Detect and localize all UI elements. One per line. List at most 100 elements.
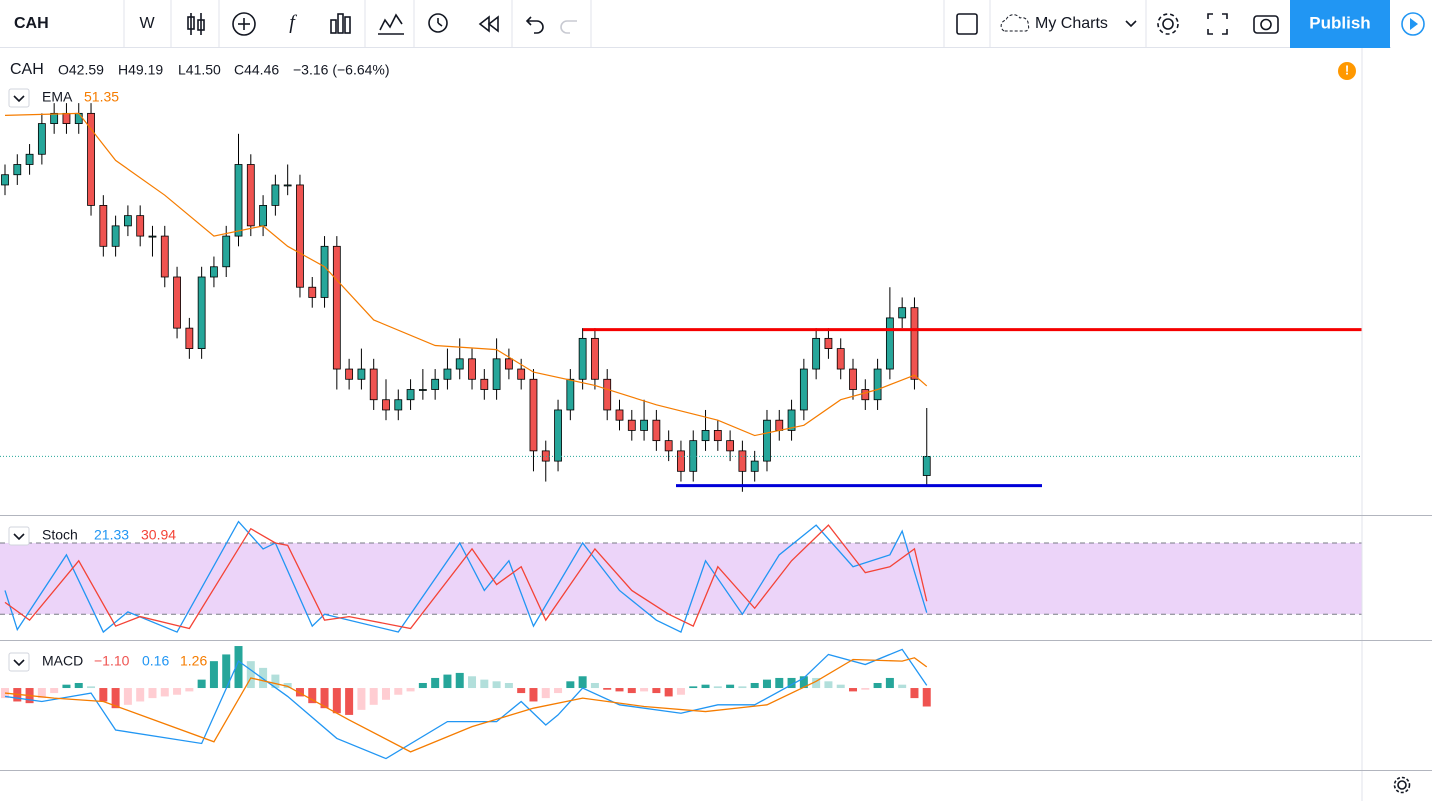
- candle-body: [922, 455, 931, 476]
- collapse-button[interactable]: [8, 652, 30, 672]
- candle-body: [111, 225, 120, 247]
- publish-button[interactable]: [1290, 0, 1390, 48]
- indicator-line: [4, 520, 928, 634]
- histogram-bar: [443, 674, 452, 689]
- histogram-bar: [578, 676, 587, 689]
- candle-body: [136, 215, 145, 237]
- candle-body: [222, 235, 231, 268]
- ema-line: [4, 112, 928, 437]
- histogram-bar: [295, 688, 304, 697]
- macd-value: 0.16: [142, 653, 169, 669]
- candle-body: [603, 378, 612, 411]
- collapse-arrow[interactable]: [13, 659, 25, 667]
- snapshot-icon[interactable]: [1253, 15, 1279, 34]
- stoch-band: [0, 542, 1362, 615]
- ema-name: EMA: [42, 89, 73, 105]
- candle-body: [296, 184, 304, 288]
- candle-body: [418, 389, 427, 391]
- settings-icon[interactable]: [1157, 13, 1179, 35]
- time-axis-settings[interactable]: [1393, 776, 1411, 794]
- candle-body: [259, 205, 267, 227]
- fullscreen-toggle[interactable]: [956, 13, 978, 35]
- histogram-bar: [554, 688, 563, 694]
- histogram-bar: [345, 688, 354, 715]
- plots: [0, 103, 1362, 760]
- candle-body: [640, 419, 648, 431]
- sidebar-icon[interactable]: [1401, 12, 1425, 36]
- publish-label[interactable]: Publish: [1309, 13, 1370, 32]
- symbol-button[interactable]: CAH: [14, 15, 49, 32]
- collapse-button[interactable]: [8, 88, 30, 108]
- indicators-icon[interactable]: f: [289, 12, 297, 34]
- candle-body: [849, 368, 857, 390]
- legend-open: O42.59: [58, 62, 104, 78]
- sidebar-arrow[interactable]: [1410, 18, 1418, 30]
- histogram-bar: [849, 688, 858, 692]
- candle-body: [873, 368, 882, 401]
- candle-body: [664, 440, 673, 452]
- histogram-bar: [111, 688, 120, 709]
- indicator-line: [4, 657, 928, 753]
- candle-body: [726, 440, 735, 452]
- candle-body: [406, 389, 415, 401]
- candle-body: [99, 205, 108, 247]
- cloud-icon[interactable]: [1000, 14, 1030, 32]
- candle-body: [369, 368, 378, 401]
- warning-badge[interactable]: [1338, 62, 1356, 80]
- candle-body: [197, 276, 206, 349]
- candle-body: [394, 399, 403, 411]
- histogram-bar: [173, 688, 182, 695]
- histogram-bar: [234, 646, 243, 689]
- histogram-bar: [308, 688, 317, 704]
- histogram-bar: [136, 688, 145, 702]
- candles-icon[interactable]: [187, 13, 205, 35]
- candle-body: [74, 112, 83, 124]
- candle-body: [271, 184, 280, 206]
- candle-body: [885, 317, 894, 370]
- histogram-bar: [62, 684, 71, 689]
- histogram-bar: [418, 682, 427, 689]
- templates-icon[interactable]: [330, 13, 351, 34]
- histogram-bar: [689, 686, 698, 689]
- candle-body: [812, 337, 821, 370]
- histogram-bar: [615, 688, 624, 692]
- histogram-bar: [283, 682, 292, 689]
- candle-body: [529, 378, 538, 452]
- histogram-bar: [332, 688, 341, 714]
- dropdown-arrow[interactable]: [1125, 20, 1137, 28]
- layouts-icon[interactable]: [378, 13, 404, 35]
- candle-body: [910, 307, 919, 380]
- histogram-bar: [394, 688, 403, 695]
- replay-icon[interactable]: [478, 15, 499, 33]
- maximize-icon[interactable]: [1207, 13, 1228, 35]
- candle-body: [124, 215, 132, 227]
- histogram-bar: [529, 688, 538, 702]
- my-charts-button[interactable]: My Charts: [1035, 15, 1108, 32]
- collapse-button[interactable]: [8, 526, 30, 546]
- warning-mark[interactable]: !: [1345, 62, 1349, 77]
- interval-button[interactable]: W: [139, 15, 155, 32]
- histogram-bar: [664, 688, 673, 697]
- histogram-bar: [406, 688, 415, 692]
- candle-body: [443, 368, 452, 380]
- redo-icon[interactable]: [560, 20, 577, 34]
- histogram-bar: [468, 676, 477, 689]
- compare-icon[interactable]: [232, 12, 256, 36]
- collapse-arrow[interactable]: [13, 533, 25, 541]
- histogram-bar: [812, 677, 821, 689]
- histogram-bar: [197, 679, 206, 689]
- alert-icon[interactable]: [428, 13, 448, 33]
- candle-body: [898, 307, 907, 319]
- histogram-bar: [762, 679, 771, 689]
- undo-icon[interactable]: [525, 16, 544, 34]
- histogram-bar: [357, 688, 366, 710]
- histogram-bar: [566, 681, 575, 689]
- candle-body: [677, 450, 685, 472]
- candle-body: [332, 245, 341, 370]
- collapse-arrow[interactable]: [13, 95, 25, 103]
- price-axis-bg: [1362, 48, 1432, 801]
- histogram-bar: [50, 688, 59, 694]
- histogram-bar: [603, 688, 612, 690]
- histogram-bar: [504, 682, 513, 689]
- histogram-bar: [861, 688, 870, 690]
